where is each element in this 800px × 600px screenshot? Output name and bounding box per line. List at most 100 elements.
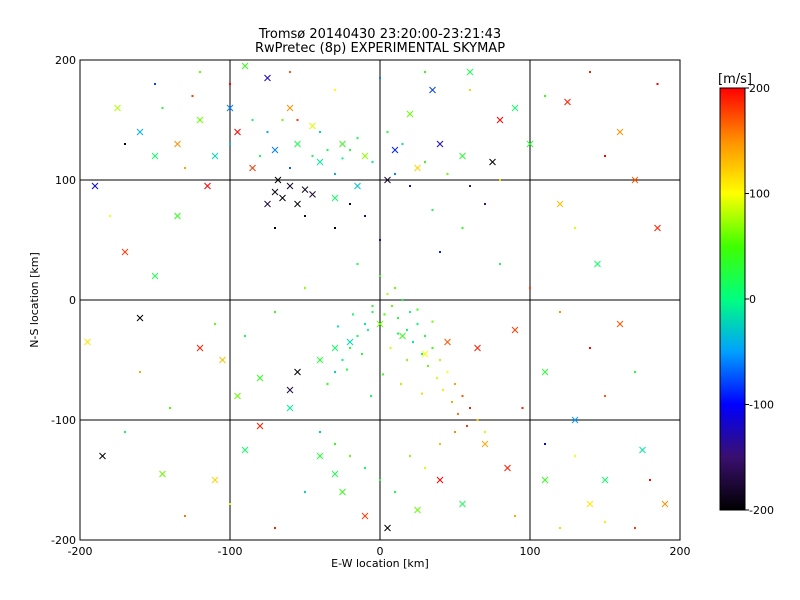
data-point-dot [229, 503, 231, 505]
data-point-x [541, 368, 549, 376]
data-point-x [196, 116, 204, 124]
data-point-dot [634, 371, 636, 373]
data-point-dot [352, 313, 354, 316]
data-point-x [601, 476, 609, 484]
data-point-dot [326, 149, 329, 151]
data-point-dot [334, 227, 336, 229]
colorbar-tick-label: -200 [749, 504, 774, 517]
data-point-dot [371, 305, 374, 307]
data-point-dot [421, 392, 423, 395]
data-point-x [151, 272, 159, 280]
data-point-dot [499, 263, 501, 265]
data-point-dot [191, 95, 194, 97]
data-point-dot [337, 325, 339, 328]
data-point-dot [124, 143, 126, 145]
data-point-x [414, 506, 421, 514]
data-point-dot [383, 313, 386, 316]
data-point-dot [274, 227, 276, 229]
data-point-dot [466, 425, 468, 427]
plot-grid [80, 60, 680, 540]
data-point-dot [469, 185, 471, 187]
data-point-dot [334, 443, 336, 445]
data-point-dot [484, 203, 486, 205]
data-point-x [586, 500, 594, 508]
data-point-x [316, 356, 324, 364]
data-point-x [474, 344, 481, 352]
data-point-x [294, 368, 301, 376]
data-point-dot [289, 167, 291, 169]
data-point-x [91, 182, 99, 190]
data-point-x [459, 500, 466, 508]
data-point-x [204, 182, 211, 190]
data-point-dot [349, 347, 351, 349]
data-point-x [309, 122, 316, 130]
data-point-dot [356, 335, 359, 337]
data-point-dot [439, 251, 441, 253]
data-point-dot [364, 323, 366, 325]
data-point-x [121, 248, 129, 256]
data-point-dot [529, 287, 531, 289]
data-point-x [331, 194, 339, 202]
data-point-x [174, 140, 181, 148]
data-point-x [541, 476, 549, 484]
data-point-dot [544, 95, 546, 97]
data-point-dot [454, 383, 456, 385]
data-point-dot [326, 383, 329, 385]
data-point-dot [391, 305, 393, 307]
data-point-dot [604, 395, 606, 397]
data-point-dot [244, 335, 246, 337]
data-point-dot [604, 155, 606, 157]
data-point-x [309, 191, 316, 198]
colorbar-tick-label: -100 [749, 399, 774, 412]
data-point-dot [371, 161, 374, 163]
data-point-x [219, 356, 226, 364]
data-point-dot [346, 368, 348, 371]
data-point-dot [379, 479, 381, 481]
data-point-dot [274, 527, 276, 529]
data-point-dot [521, 407, 524, 409]
data-point-x [226, 104, 234, 112]
x-axis-ticks: -200 -100 0 100 200 [68, 545, 691, 558]
data-point-dot [604, 521, 606, 523]
data-point-dot [406, 329, 408, 331]
data-point-x [211, 152, 219, 160]
data-point-dot [416, 308, 419, 311]
y-tick-label: 200 [55, 54, 76, 67]
colorbar-tick-label: 0 [749, 293, 756, 306]
data-point-dot [442, 389, 444, 391]
data-point-dot [364, 467, 366, 469]
y-tick-label: 0 [69, 294, 76, 307]
data-point-dot [382, 373, 384, 376]
data-point-dot [634, 527, 636, 529]
data-point-x [346, 338, 354, 346]
data-point-x [571, 416, 579, 424]
data-point-dot [199, 71, 201, 73]
data-point-dot [154, 83, 156, 85]
colorbar [719, 87, 746, 511]
data-point-x [421, 350, 429, 358]
data-point-dot [446, 173, 449, 175]
data-point-x [264, 200, 271, 208]
data-point-x [661, 500, 669, 508]
data-point-x [616, 320, 624, 328]
data-point-dot [476, 419, 479, 421]
data-point-dot [409, 455, 411, 457]
data-point-dot [161, 107, 164, 109]
data-point-dot [431, 320, 434, 323]
data-point-x [444, 338, 451, 346]
data-point-x [114, 104, 121, 112]
data-point-dot [379, 239, 381, 241]
data-point-dot [304, 215, 306, 217]
data-point-dot [319, 431, 321, 433]
data-point-dot [334, 173, 336, 175]
data-point-x [391, 146, 399, 154]
data-point-dot [356, 137, 359, 139]
data-point-dot [649, 479, 651, 481]
data-point-dot [484, 431, 486, 433]
data-point-x [174, 212, 181, 220]
data-point-dot [589, 347, 591, 349]
data-point-x [414, 164, 421, 172]
chart-title: Tromsø 20140430 23:20:00-23:21:43 [258, 27, 501, 42]
data-point-dot [389, 347, 392, 349]
data-point-x [339, 140, 346, 148]
